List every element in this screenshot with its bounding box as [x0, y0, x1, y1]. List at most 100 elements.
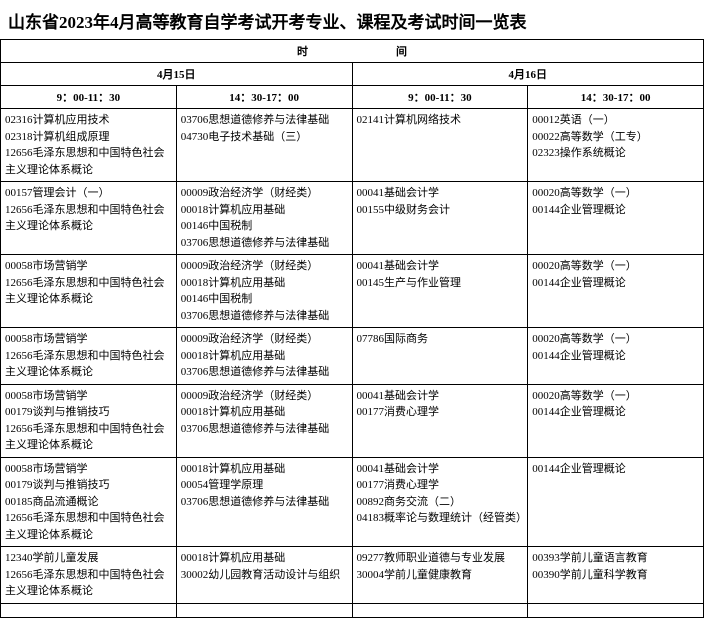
course-line: 00393学前儿童语言教育 — [532, 550, 699, 567]
schedule-cell: 00041基础会计学00155中级财务会计 — [352, 182, 528, 255]
header-slot2: 14：30-17：00 — [176, 86, 352, 109]
schedule-cell: 12340学前儿童发展12656毛泽东思想和中国特色社会主义理论体系概论 — [1, 547, 177, 604]
schedule-cell: 00393学前儿童语言教育00390学前儿童科学教育 — [528, 547, 704, 604]
schedule-cell: 02316计算机应用技术02318计算机组成原理12656毛泽东思想和中国特色社… — [1, 109, 177, 182]
header-slot1: 9：00-11：30 — [1, 86, 177, 109]
header-day2: 4月16日 — [352, 63, 704, 86]
course-line: 00041基础会计学 — [357, 388, 524, 405]
course-line: 00020高等数学（一） — [532, 185, 699, 202]
course-line: 00009政治经济学（财经类） — [181, 331, 348, 348]
course-line: 00177消费心理学 — [357, 477, 524, 494]
course-line: 09277教师职业道德与专业发展 — [357, 550, 524, 567]
schedule-cell: 00058市场营销学12656毛泽东思想和中国特色社会主义理论体系概论 — [1, 255, 177, 328]
course-line: 00012英语（一） — [532, 112, 699, 129]
schedule-cell: 00009政治经济学（财经类）00018计算机应用基础03706思想道德修养与法… — [176, 384, 352, 457]
course-line: 00146中国税制 — [181, 291, 348, 308]
course-line: 00018计算机应用基础 — [181, 404, 348, 421]
schedule-cell: 09277教师职业道德与专业发展30004学前儿童健康教育 — [352, 547, 528, 604]
course-line: 00179谈判与推销技巧 — [5, 404, 172, 421]
schedule-cell: 00058市场营销学12656毛泽东思想和中国特色社会主义理论体系概论 — [1, 328, 177, 385]
course-line: 12340学前儿童发展 — [5, 550, 172, 567]
course-line: 04183概率论与数理统计（经管类） — [357, 510, 524, 527]
course-line: 00022高等数学（工专） — [532, 129, 699, 146]
table-row: 00058市场营销学12656毛泽东思想和中国特色社会主义理论体系概论00009… — [1, 328, 704, 385]
course-line: 00009政治经济学（财经类） — [181, 258, 348, 275]
schedule-cell: 00009政治经济学（财经类）00018计算机应用基础00146中国税制0370… — [176, 255, 352, 328]
course-line: 00041基础会计学 — [357, 461, 524, 478]
course-line: 00145生产与作业管理 — [357, 275, 524, 292]
schedule-cell: 00009政治经济学（财经类）00018计算机应用基础03706思想道德修养与法… — [176, 328, 352, 385]
schedule-cell: 00020高等数学（一）00144企业管理概论 — [528, 182, 704, 255]
course-line: 03706思想道德修养与法律基础 — [181, 112, 348, 129]
course-line: 12656毛泽东思想和中国特色社会主义理论体系概论 — [5, 145, 172, 178]
table-row: 00058市场营销学00179谈判与推销技巧12656毛泽东思想和中国特色社会主… — [1, 384, 704, 457]
table-row: 00157管理会计（一）12656毛泽东思想和中国特色社会主义理论体系概论000… — [1, 182, 704, 255]
course-line: 04730电子技术基础（三） — [181, 129, 348, 146]
course-line: 00058市场营销学 — [5, 461, 172, 478]
course-line: 00177消费心理学 — [357, 404, 524, 421]
course-line: 03706思想道德修养与法律基础 — [181, 308, 348, 325]
schedule-cell: 00020高等数学（一）00144企业管理概论 — [528, 384, 704, 457]
schedule-cell: 00020高等数学（一）00144企业管理概论 — [528, 255, 704, 328]
course-line: 00058市场营销学 — [5, 388, 172, 405]
course-line: 00018计算机应用基础 — [181, 275, 348, 292]
course-line: 00155中级财务会计 — [357, 202, 524, 219]
schedule-cell: 00041基础会计学00177消费心理学 — [352, 384, 528, 457]
schedule-cell: 03706思想道德修养与法律基础04730电子技术基础（三） — [176, 109, 352, 182]
course-line: 00058市场营销学 — [5, 331, 172, 348]
schedule-cell — [352, 603, 528, 617]
course-line: 00018计算机应用基础 — [181, 461, 348, 478]
course-line: 00144企业管理概论 — [532, 404, 699, 421]
schedule-cell — [1, 603, 177, 617]
course-line: 00018计算机应用基础 — [181, 550, 348, 567]
course-line: 00020高等数学（一） — [532, 388, 699, 405]
schedule-cell: 00012英语（一）00022高等数学（工专）02323操作系统概论 — [528, 109, 704, 182]
schedule-table: 时 间 4月15日 4月16日 9：00-11：30 14：30-17：00 9… — [0, 39, 704, 618]
course-line: 02323操作系统概论 — [532, 145, 699, 162]
course-line: 00144企业管理概论 — [532, 348, 699, 365]
course-line: 02318计算机组成原理 — [5, 129, 172, 146]
table-row: 00058市场营销学12656毛泽东思想和中国特色社会主义理论体系概论00009… — [1, 255, 704, 328]
schedule-cell: 00018计算机应用基础00054管理学原理03706思想道德修养与法律基础 — [176, 457, 352, 547]
course-line: 00054管理学原理 — [181, 477, 348, 494]
schedule-cell: 00020高等数学（一）00144企业管理概论 — [528, 328, 704, 385]
course-line: 00390学前儿童科学教育 — [532, 567, 699, 584]
course-line: 00892商务交流（二） — [357, 494, 524, 511]
course-line: 07786国际商务 — [357, 331, 524, 348]
course-line: 00041基础会计学 — [357, 258, 524, 275]
schedule-cell: 00058市场营销学00179谈判与推销技巧12656毛泽东思想和中国特色社会主… — [1, 384, 177, 457]
course-line: 12656毛泽东思想和中国特色社会主义理论体系概论 — [5, 202, 172, 235]
header-day1: 4月15日 — [1, 63, 353, 86]
course-line: 00018计算机应用基础 — [181, 348, 348, 365]
course-line: 00144企业管理概论 — [532, 202, 699, 219]
course-line: 00009政治经济学（财经类） — [181, 388, 348, 405]
course-line: 00018计算机应用基础 — [181, 202, 348, 219]
schedule-cell: 02141计算机网络技术 — [352, 109, 528, 182]
page-title: 山东省2023年4月高等教育自学考试开考专业、课程及考试时间一览表 — [0, 0, 704, 39]
schedule-cell: 00058市场营销学00179谈判与推销技巧00185商品流通概论12656毛泽… — [1, 457, 177, 547]
course-line: 00144企业管理概论 — [532, 461, 699, 478]
schedule-cell: 00041基础会计学00177消费心理学00892商务交流（二）04183概率论… — [352, 457, 528, 547]
course-line: 12656毛泽东思想和中国特色社会主义理论体系概论 — [5, 275, 172, 308]
schedule-cell: 00144企业管理概论 — [528, 457, 704, 547]
header-slot4: 14：30-17：00 — [528, 86, 704, 109]
course-line: 00144企业管理概论 — [532, 275, 699, 292]
course-line: 03706思想道德修养与法律基础 — [181, 494, 348, 511]
course-line: 03706思想道德修养与法律基础 — [181, 364, 348, 381]
course-line: 00157管理会计（一） — [5, 185, 172, 202]
schedule-cell: 00018计算机应用基础30002幼儿园教育活动设计与组织 — [176, 547, 352, 604]
header-top: 时 间 — [1, 40, 704, 63]
course-line: 30004学前儿童健康教育 — [357, 567, 524, 584]
course-line: 12656毛泽东思想和中国特色社会主义理论体系概论 — [5, 421, 172, 454]
course-line: 02141计算机网络技术 — [357, 112, 524, 129]
course-line: 03706思想道德修养与法律基础 — [181, 235, 348, 252]
table-row: 02316计算机应用技术02318计算机组成原理12656毛泽东思想和中国特色社… — [1, 109, 704, 182]
table-row-partial — [1, 603, 704, 617]
schedule-cell: 00041基础会计学00145生产与作业管理 — [352, 255, 528, 328]
course-line: 02316计算机应用技术 — [5, 112, 172, 129]
course-line: 00020高等数学（一） — [532, 258, 699, 275]
schedule-cell: 07786国际商务 — [352, 328, 528, 385]
schedule-cell: 00157管理会计（一）12656毛泽东思想和中国特色社会主义理论体系概论 — [1, 182, 177, 255]
table-row: 12340学前儿童发展12656毛泽东思想和中国特色社会主义理论体系概论0001… — [1, 547, 704, 604]
table-row: 00058市场营销学00179谈判与推销技巧00185商品流通概论12656毛泽… — [1, 457, 704, 547]
